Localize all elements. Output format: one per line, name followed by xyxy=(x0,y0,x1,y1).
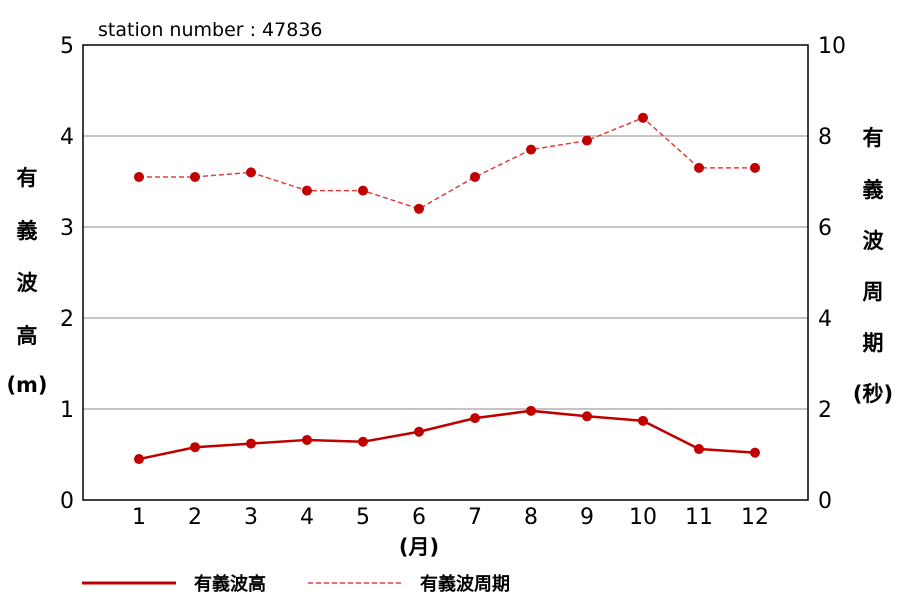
left-tick-label: 2 xyxy=(60,307,74,332)
right-y-label-char: 有 xyxy=(863,126,884,150)
left-tick-label: 0 xyxy=(60,489,74,514)
wave-height-point xyxy=(638,415,648,426)
wave-period-point xyxy=(638,112,648,123)
right-axis-ticks: 0 2 4 6 8 10 xyxy=(818,34,846,514)
right-tick-label: 8 xyxy=(818,125,832,150)
x-axis-ticks: 1 2 3 4 5 6 7 8 9 10 11 12 xyxy=(132,505,769,530)
wave-height-point xyxy=(302,434,312,445)
wave-height-point xyxy=(358,436,368,447)
right-tick-label: 0 xyxy=(818,489,832,514)
wave-period-point xyxy=(302,185,312,196)
x-tick-label: 2 xyxy=(188,505,202,530)
left-y-label-char: 有 xyxy=(17,166,38,190)
wave-height-point xyxy=(246,438,256,449)
right-y-label-char: 義 xyxy=(863,178,884,202)
x-tick-label: 6 xyxy=(412,505,426,530)
wave-height-point xyxy=(582,411,592,422)
x-tick-label: 12 xyxy=(741,505,769,530)
left-y-label-char: 義 xyxy=(17,219,38,243)
right-tick-label: 4 xyxy=(818,307,832,332)
wave-height-point xyxy=(190,442,200,453)
right-y-axis-label: 有義波周期 (秒) xyxy=(853,126,893,406)
x-tick-label: 11 xyxy=(685,505,713,530)
left-y-label-char: (m) xyxy=(6,373,47,397)
wave-period-line xyxy=(139,116,755,210)
right-y-label-char: (秒) xyxy=(853,382,893,406)
right-y-label-char: 波 xyxy=(863,229,885,253)
x-tick-label: 3 xyxy=(244,505,258,530)
left-tick-label: 5 xyxy=(60,34,74,59)
left-tick-label: 3 xyxy=(60,216,74,241)
x-tick-label: 7 xyxy=(468,505,482,530)
x-tick-label: 10 xyxy=(629,505,657,530)
wave-period-point xyxy=(134,171,144,182)
wave-period-point xyxy=(750,162,760,173)
left-axis-ticks: 0 1 2 3 4 5 xyxy=(60,34,74,514)
right-y-label-char: 期 xyxy=(863,331,884,355)
wave-height-point xyxy=(526,405,536,416)
wave-period-point xyxy=(358,185,368,196)
x-tick-label: 1 xyxy=(132,505,146,530)
x-tick-label: 4 xyxy=(300,505,314,530)
x-tick-label: 8 xyxy=(524,505,538,530)
wave-period-point xyxy=(526,144,536,155)
right-tick-label: 10 xyxy=(818,34,846,59)
wave-period-point xyxy=(246,167,256,178)
grid-lines xyxy=(83,135,808,410)
wave-height-point xyxy=(470,413,480,424)
right-tick-label: 6 xyxy=(818,216,832,241)
left-tick-label: 4 xyxy=(60,125,74,150)
wave-height-point xyxy=(414,426,424,437)
wave-height-point xyxy=(750,447,760,458)
legend: 有義波高 有義波周期 xyxy=(82,573,510,595)
wave-height-point xyxy=(694,444,704,455)
series-layer xyxy=(134,112,760,465)
right-y-label-char: 周 xyxy=(863,280,884,304)
wave-height-point xyxy=(134,454,144,465)
x-tick-label: 9 xyxy=(580,505,594,530)
wave-period-point xyxy=(190,171,200,182)
right-tick-label: 2 xyxy=(818,398,832,423)
left-y-label-char: 波 xyxy=(17,271,39,295)
wave-period-point xyxy=(414,203,424,214)
wave-period-point xyxy=(470,171,480,182)
legend-label-wave-height: 有義波高 xyxy=(194,573,266,595)
plot-frame xyxy=(82,44,809,501)
wave-period-point xyxy=(694,162,704,173)
wave-height-line xyxy=(138,409,756,461)
left-y-label-char: 高 xyxy=(17,324,38,348)
wave-period-point xyxy=(582,135,592,146)
station-title: station number : 47836 xyxy=(98,19,323,41)
left-y-axis-label: 有義波高 (m) xyxy=(6,166,47,397)
x-axis-label: (月) xyxy=(399,535,439,559)
legend-label-wave-period: 有義波周期 xyxy=(420,573,510,595)
left-tick-label: 1 xyxy=(60,398,74,423)
x-tick-label: 5 xyxy=(356,505,370,530)
